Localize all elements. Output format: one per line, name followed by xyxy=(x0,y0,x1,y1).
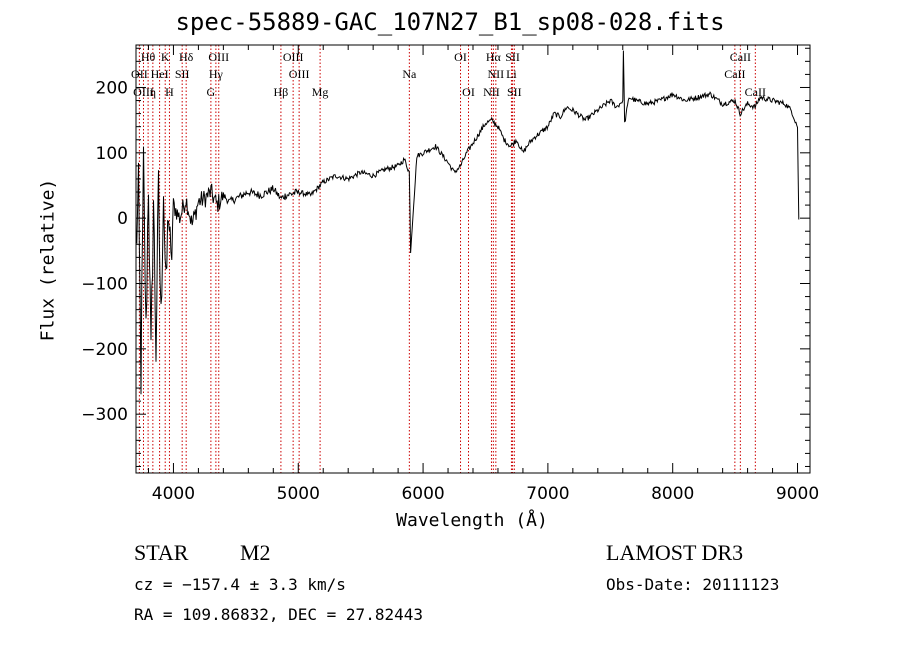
y-axis-label: Flux (relative) xyxy=(37,178,59,342)
line-label: Hθ xyxy=(141,50,156,64)
object-subclass: M2 xyxy=(240,540,271,565)
line-label: Hα xyxy=(486,50,502,64)
redshift-cz: cz = −157.4 ± 3.3 km/s xyxy=(134,575,346,594)
chart-title: spec-55889-GAC_107N27_B1_sp08-028.fits xyxy=(175,8,725,36)
plot-frame xyxy=(135,44,811,474)
survey-label: LAMOST DR3 xyxy=(606,540,744,565)
line-label: OIII xyxy=(133,85,154,99)
line-label: SII xyxy=(505,50,520,64)
line-label: OI xyxy=(462,85,475,99)
emission-line-markers xyxy=(138,45,756,473)
line-label: Hδ xyxy=(179,50,194,64)
line-label: CaII xyxy=(730,50,751,64)
y-tick-label: 0 xyxy=(117,209,128,229)
y-tick-label: −100 xyxy=(81,275,128,295)
line-label: G xyxy=(207,85,216,99)
x-tick-label: 6000 xyxy=(401,484,444,504)
line-label: HeI xyxy=(151,67,169,81)
line-label: K xyxy=(161,50,170,64)
object-class: STAR xyxy=(134,540,189,565)
line-label: Na xyxy=(402,67,417,81)
y-tick-label: −300 xyxy=(81,405,128,425)
x-tick-label: 7000 xyxy=(526,484,569,504)
coordinates: RA = 109.86832, DEC = 27.82443 xyxy=(134,605,423,624)
x-tick-label: 9000 xyxy=(776,484,819,504)
x-axis-label: Wavelength (Å) xyxy=(396,510,548,531)
axis-ticks: 4000 5000 6000 7000 8000 9000 −300 −200 −100 0 100… xyxy=(81,45,819,504)
spectrum-series xyxy=(135,50,800,395)
line-label: Hγ xyxy=(209,67,224,81)
line-label: OIII xyxy=(283,50,304,64)
line-label: OI xyxy=(454,50,467,64)
line-label: CaII xyxy=(724,67,745,81)
line-label: SII xyxy=(175,67,190,81)
line-label: H xyxy=(165,85,174,99)
line-label: SII xyxy=(507,85,522,99)
line-label: Mg xyxy=(312,85,329,99)
y-tick-label: 200 xyxy=(96,78,128,98)
line-label: CaII xyxy=(745,85,766,99)
obs-date: Obs-Date: 20111123 xyxy=(606,575,780,594)
y-tick-label: 100 xyxy=(96,144,128,164)
line-label: OIII xyxy=(289,67,310,81)
y-tick-label: −200 xyxy=(81,340,128,360)
line-label: Hβ xyxy=(274,85,289,99)
line-label: OIII xyxy=(208,50,229,64)
line-label: NII xyxy=(483,85,500,99)
line-label: OII xyxy=(131,67,148,81)
x-tick-label: 8000 xyxy=(651,484,694,504)
axes-frame xyxy=(135,44,811,474)
x-tick-label: 5000 xyxy=(277,484,320,504)
line-label: NII xyxy=(488,67,505,81)
line-label: Li xyxy=(506,67,517,81)
spectrum-line xyxy=(135,50,800,395)
x-tick-label: 4000 xyxy=(152,484,195,504)
line-label: η xyxy=(150,85,156,99)
